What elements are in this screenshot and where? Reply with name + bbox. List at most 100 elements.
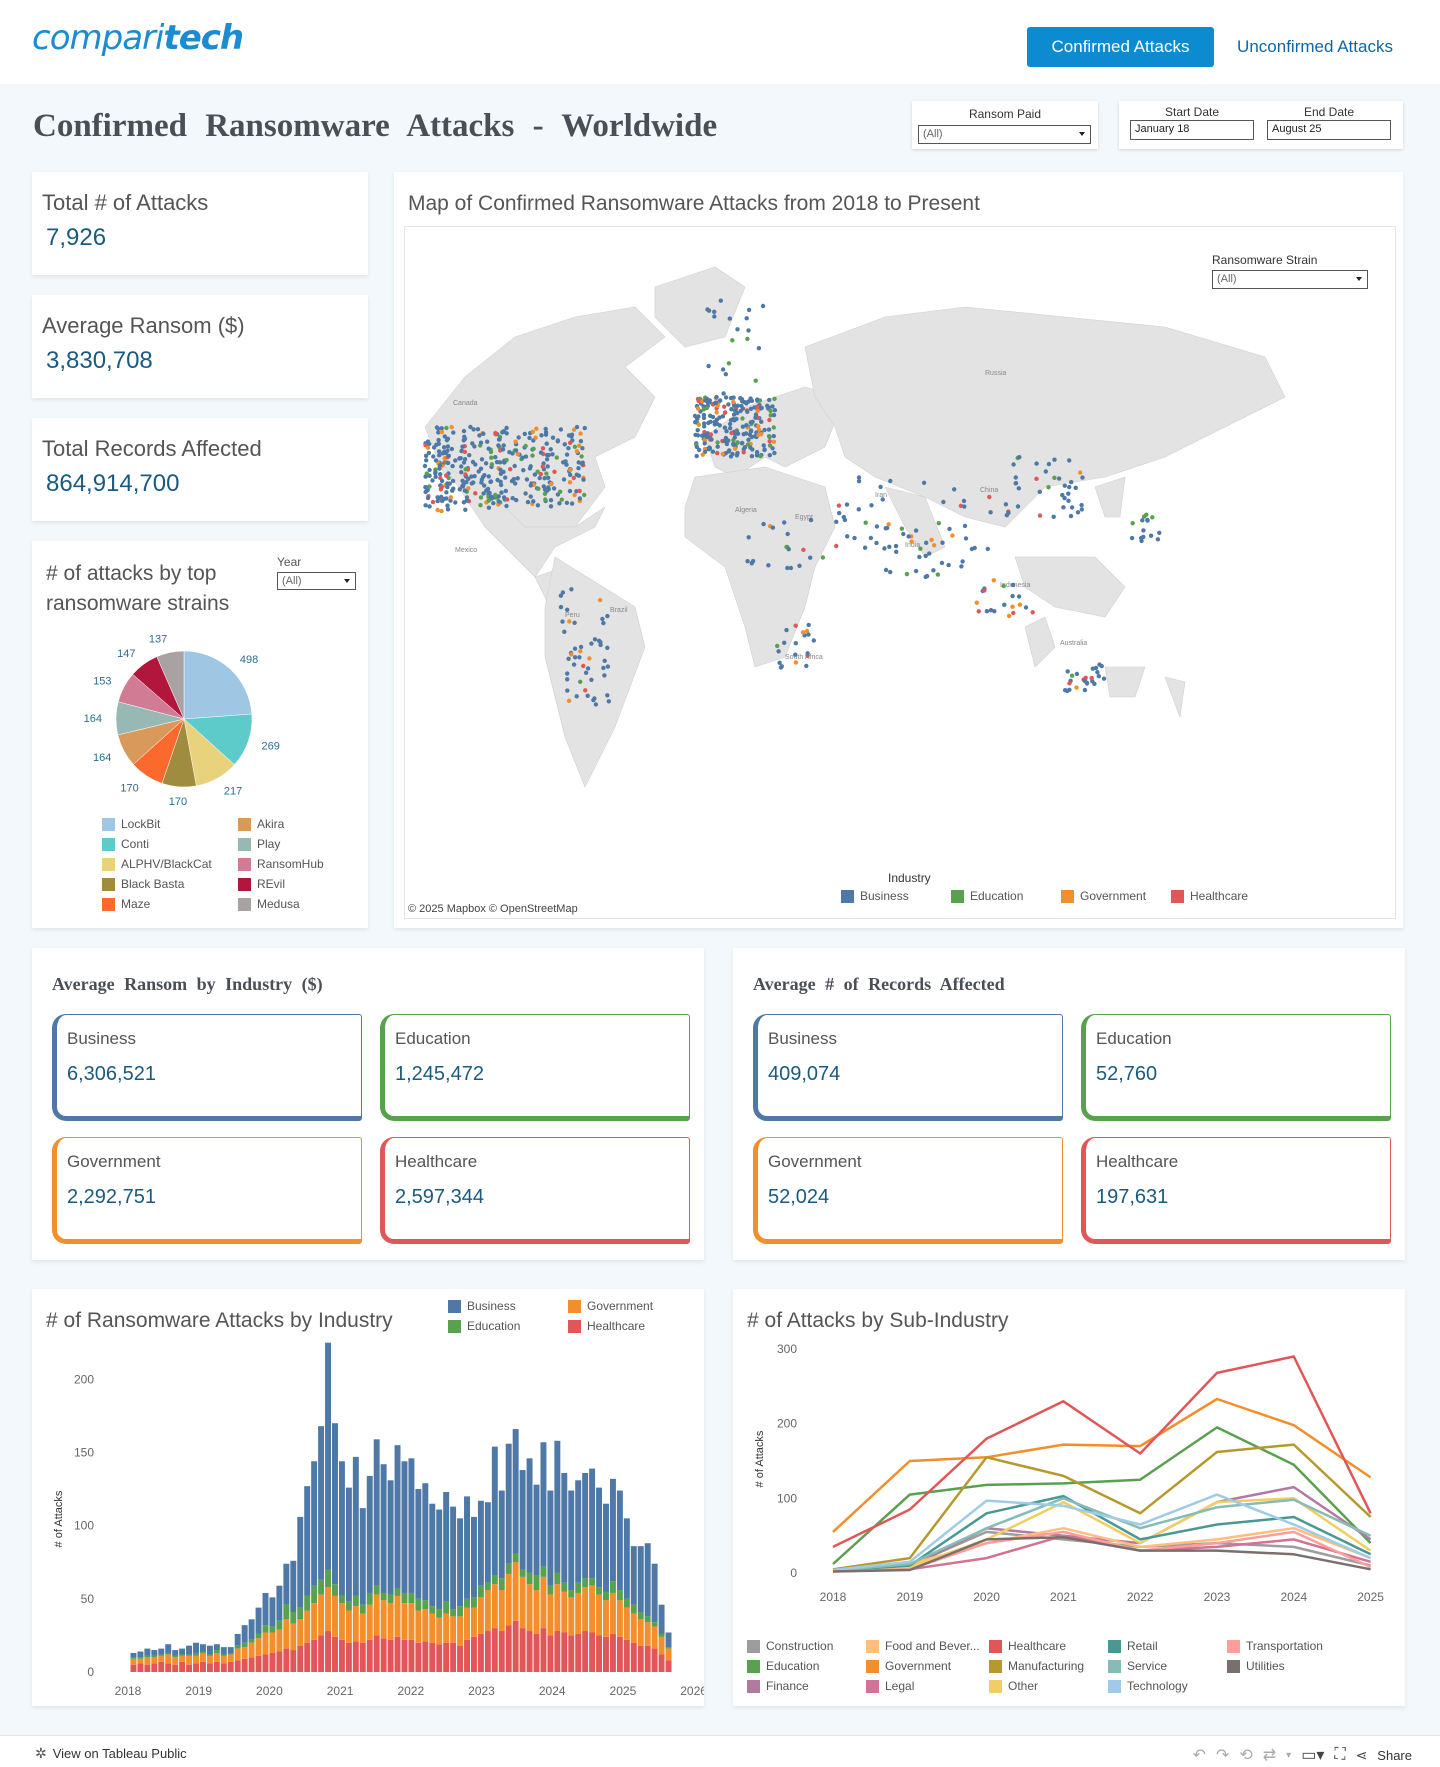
bar-segment-healthcare[interactable] xyxy=(457,1645,464,1672)
attack-point[interactable] xyxy=(888,478,893,484)
attack-point[interactable] xyxy=(534,426,539,431)
attack-point[interactable] xyxy=(425,495,431,501)
bar-segment-healthcare[interactable] xyxy=(630,1642,637,1672)
bar-segment-healthcare[interactable] xyxy=(151,1663,158,1672)
attack-point[interactable] xyxy=(923,553,928,559)
attack-point[interactable] xyxy=(697,447,702,453)
attack-point[interactable] xyxy=(498,471,504,476)
attack-point[interactable] xyxy=(521,468,526,473)
attack-point[interactable] xyxy=(1067,484,1072,490)
bar-segment-education[interactable] xyxy=(665,1647,672,1649)
attack-point[interactable] xyxy=(535,469,540,474)
bar-segment-healthcare[interactable] xyxy=(144,1664,151,1672)
attack-point[interactable] xyxy=(771,412,777,418)
attack-point[interactable] xyxy=(558,489,563,494)
attack-point[interactable] xyxy=(450,478,456,484)
attack-point[interactable] xyxy=(1034,476,1039,481)
attack-point[interactable] xyxy=(722,404,727,409)
attack-point[interactable] xyxy=(901,531,906,537)
attack-point[interactable] xyxy=(551,486,557,491)
legend-item[interactable]: Government xyxy=(866,1659,951,1673)
attack-point[interactable] xyxy=(756,427,762,432)
attack-point[interactable] xyxy=(427,441,432,447)
bar-segment-healthcare[interactable] xyxy=(533,1633,540,1672)
attack-point[interactable] xyxy=(1034,461,1039,466)
attack-point[interactable] xyxy=(746,437,751,442)
attack-point[interactable] xyxy=(959,564,964,569)
bar-segment-government[interactable] xyxy=(373,1594,380,1636)
attack-point[interactable] xyxy=(754,450,760,455)
bar-segment-business[interactable] xyxy=(199,1644,206,1652)
attack-point[interactable] xyxy=(430,499,436,505)
attack-point[interactable] xyxy=(485,486,491,492)
attack-point[interactable] xyxy=(423,489,428,495)
attack-point[interactable] xyxy=(695,428,700,433)
attack-point[interactable] xyxy=(1069,505,1075,510)
line-series-food-and-beverage[interactable] xyxy=(832,1526,1372,1572)
attack-point[interactable] xyxy=(577,443,582,448)
attack-point[interactable] xyxy=(548,504,554,509)
attack-point[interactable] xyxy=(739,441,745,446)
attack-point[interactable] xyxy=(562,629,567,634)
attack-point[interactable] xyxy=(577,488,582,494)
bar-segment-business[interactable] xyxy=(464,1496,470,1599)
attack-point[interactable] xyxy=(445,436,451,441)
attack-point[interactable] xyxy=(605,693,610,698)
attack-point[interactable] xyxy=(572,646,578,651)
bar-segment-education[interactable] xyxy=(359,1604,366,1614)
bar-segment-education[interactable] xyxy=(394,1588,401,1596)
bar-segment-business[interactable] xyxy=(165,1644,172,1653)
bar-segment-healthcare[interactable] xyxy=(644,1645,651,1672)
bar-segment-government[interactable] xyxy=(526,1584,533,1632)
attack-point[interactable] xyxy=(569,587,574,592)
attack-point[interactable] xyxy=(600,616,605,622)
attack-point[interactable] xyxy=(874,524,880,529)
bar-segment-business[interactable] xyxy=(429,1503,436,1607)
bar-segment-business[interactable] xyxy=(637,1546,644,1612)
attack-point[interactable] xyxy=(444,473,449,478)
attack-point[interactable] xyxy=(732,408,738,413)
tab-confirmed-attacks[interactable]: Confirmed Attacks xyxy=(1027,27,1214,67)
attack-point[interactable] xyxy=(464,495,470,500)
attack-point[interactable] xyxy=(745,409,750,414)
bar-segment-government[interactable] xyxy=(401,1603,408,1640)
attack-point[interactable] xyxy=(434,425,440,430)
bar-segment-healthcare[interactable] xyxy=(290,1650,297,1672)
attack-point[interactable] xyxy=(732,403,737,408)
bar-segment-business[interactable] xyxy=(338,1461,345,1596)
attack-point[interactable] xyxy=(800,630,806,635)
attack-point[interactable] xyxy=(894,549,899,554)
attack-point[interactable] xyxy=(771,439,777,444)
attack-point[interactable] xyxy=(1067,458,1072,463)
attack-point[interactable] xyxy=(721,391,726,396)
attack-point[interactable] xyxy=(572,620,577,625)
attack-point[interactable] xyxy=(772,396,777,401)
attack-point[interactable] xyxy=(439,484,444,490)
attack-point[interactable] xyxy=(504,431,509,436)
attack-point[interactable] xyxy=(767,397,772,403)
bar-segment-education[interactable] xyxy=(130,1657,137,1659)
attack-point[interactable] xyxy=(748,429,754,434)
attack-point[interactable] xyxy=(732,435,737,440)
attack-point[interactable] xyxy=(727,316,732,321)
bar-segment-business[interactable] xyxy=(269,1597,276,1627)
bar-segment-business[interactable] xyxy=(630,1546,637,1605)
bar-segment-healthcare[interactable] xyxy=(540,1628,547,1672)
bar-segment-education[interactable] xyxy=(144,1655,151,1658)
bar-segment-government[interactable] xyxy=(241,1647,248,1659)
attack-point[interactable] xyxy=(758,454,763,459)
bar-segment-healthcare[interactable] xyxy=(512,1620,519,1672)
attack-point[interactable] xyxy=(605,613,610,619)
attack-point[interactable] xyxy=(1011,610,1016,616)
attack-point[interactable] xyxy=(793,660,799,665)
attack-point[interactable] xyxy=(568,472,573,478)
attack-point[interactable] xyxy=(759,405,764,411)
attack-point[interactable] xyxy=(565,607,570,612)
attack-point[interactable] xyxy=(722,425,728,430)
legend-item[interactable]: RansomHub xyxy=(238,857,324,871)
bar-segment-government[interactable] xyxy=(554,1584,561,1632)
attack-point[interactable] xyxy=(462,457,468,462)
bar-segment-government[interactable] xyxy=(387,1603,394,1640)
bar-segment-business[interactable] xyxy=(366,1475,373,1593)
attack-point[interactable] xyxy=(1015,504,1021,509)
